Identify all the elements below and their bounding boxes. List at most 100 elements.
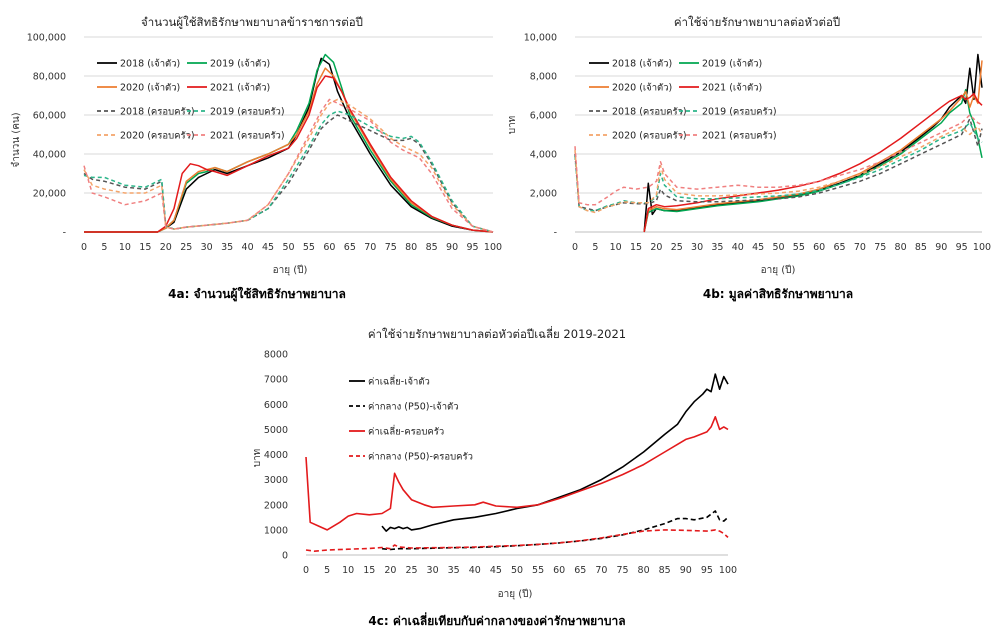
chart-4c-series-line bbox=[381, 510, 729, 551]
chart-4c-y-tick-label: 5000 bbox=[264, 425, 288, 436]
chart-4c-x-tick-label: 20 bbox=[384, 565, 396, 576]
chart-4b-x-tick-label: 95 bbox=[956, 242, 968, 253]
chart-4b-legend-label: 2019 (ครอบครัว) bbox=[702, 107, 777, 118]
chart-4c-x-tick-label: 40 bbox=[469, 565, 481, 576]
chart-4b-x-tick-label: 40 bbox=[732, 242, 744, 253]
chart-4c-x-axis-label: อายุ (ปี) bbox=[498, 588, 533, 600]
chart-4b-legend: 2018 (เจ้าตัว) 2019 (เจ้าตัว) 2020 (เจ้าตั… bbox=[589, 59, 777, 142]
chart-4a-x-tick-label: 30 bbox=[201, 242, 213, 253]
chart-4a-x-tick-label: 10 bbox=[119, 242, 131, 253]
chart-4c-x-tick-label: 45 bbox=[490, 565, 502, 576]
chart-4b-y-tick-label: 2,000 bbox=[530, 189, 557, 200]
chart-4b-x-tick-label: 100 bbox=[973, 242, 991, 253]
chart-4a-y-axis-label: จำนวน (คน) bbox=[11, 112, 22, 167]
chart-4a-legend-label: 2020 (เจ้าตัว) bbox=[120, 83, 180, 94]
chart-4a-x-tick-label: 40 bbox=[242, 242, 254, 253]
chart-4c-y-ticks: 0 1000 2000 3000 4000 5000 6000 7000 8000 bbox=[264, 350, 288, 562]
chart-4a-x-ticks: 0 5 10 15 20 25 30 35 40 45 50 55 60 65 70 75 80 85 90 95 10… bbox=[81, 242, 502, 253]
chart-4b-x-tick-label: 90 bbox=[935, 242, 947, 253]
chart-4b-legend-label: 2018 (ครอบครัว) bbox=[612, 107, 687, 118]
chart-4b-y-ticks: - 2,000 4,000 6,000 8,000 10,000 bbox=[524, 33, 557, 239]
chart-4b-x-tick-label: 35 bbox=[711, 242, 723, 253]
chart-4a-x-tick-label: 100 bbox=[484, 242, 502, 253]
chart-4c-legend-label: ค่าเฉลี่ย-ครอบครัว bbox=[368, 425, 444, 438]
chart-4c: ค่าใช้จ่ายรักษาพยาบาลต่อหัวต่อปีเฉลี่ย 2… bbox=[252, 326, 737, 628]
chart-4b-x-axis-label: อายุ (ปี) bbox=[761, 264, 796, 276]
chart-4a-y-tick-label: 60,000 bbox=[33, 111, 66, 122]
chart-4b-legend-label: 2021 (เจ้าตัว) bbox=[702, 83, 762, 94]
chart-4c-series-line bbox=[305, 529, 729, 553]
chart-4c-y-tick-label: 6000 bbox=[264, 400, 288, 411]
chart-4b-y-tick-label: 4,000 bbox=[530, 150, 557, 161]
chart-4c-x-tick-label: 85 bbox=[659, 565, 671, 576]
chart-4a-x-tick-label: 50 bbox=[282, 242, 294, 253]
chart-4b-x-tick-label: 5 bbox=[592, 242, 598, 253]
chart-4c-x-tick-label: 80 bbox=[638, 565, 650, 576]
chart-4c-x-tick-label: 70 bbox=[595, 565, 607, 576]
chart-4a-x-tick-label: 90 bbox=[446, 242, 458, 253]
chart-4b-y-axis-label: บาท bbox=[507, 116, 518, 135]
chart-4c-x-tick-label: 50 bbox=[511, 565, 523, 576]
chart-4a-series-line bbox=[84, 75, 494, 233]
chart-4b-x-tick-label: 45 bbox=[752, 242, 764, 253]
chart-4c-y-axis-label: บาท bbox=[252, 449, 263, 468]
chart-4b-series bbox=[574, 53, 983, 233]
chart-4b-x-tick-label: 10 bbox=[610, 242, 622, 253]
chart-4c-y-tick-label: 1000 bbox=[264, 525, 288, 536]
chart-4c-x-tick-label: 60 bbox=[553, 565, 565, 576]
chart-4a-x-tick-label: 60 bbox=[323, 242, 335, 253]
chart-4b-series-line bbox=[574, 114, 983, 206]
chart-4c-x-tick-label: 75 bbox=[616, 565, 628, 576]
chart-4a-series-line bbox=[83, 114, 494, 233]
chart-4b-x-tick-label: 25 bbox=[671, 242, 683, 253]
chart-4b-y-tick-label: 6,000 bbox=[530, 111, 557, 122]
chart-4a-series-line bbox=[83, 98, 494, 233]
chart-4c-y-tick-label: 8000 bbox=[264, 350, 288, 361]
chart-4a-legend-label: 2021 (ครอบครัว) bbox=[210, 131, 285, 142]
chart-4a-x-tick-label: 75 bbox=[385, 242, 397, 253]
chart-4a-x-tick-label: 95 bbox=[467, 242, 479, 253]
chart-4c-legend-label: ค่ากลาง (P50)-เจ้าตัว bbox=[368, 402, 459, 413]
chart-4c-x-tick-label: 100 bbox=[719, 565, 737, 576]
chart-4a-legend-label: 2018 (เจ้าตัว) bbox=[120, 59, 180, 70]
chart-4c-x-tick-label: 90 bbox=[680, 565, 692, 576]
chart-4a-x-tick-label: 70 bbox=[364, 242, 376, 253]
chart-4a-x-tick-label: 0 bbox=[81, 242, 87, 253]
chart-4c-series-line bbox=[381, 373, 729, 532]
chart-4b-y-tick-label: 10,000 bbox=[524, 33, 557, 44]
chart-4a-x-tick-label: 15 bbox=[139, 242, 151, 253]
chart-4a-legend-label: 2018 (ครอบครัว) bbox=[120, 107, 195, 118]
chart-4b-y-tick-label: - bbox=[554, 228, 557, 239]
chart-4c-y-tick-label: 0 bbox=[282, 551, 288, 562]
chart-4c-legend: ค่าเฉลี่ย-เจ้าตัวค่ากลาง (P50)-เจ้าตัวค่… bbox=[349, 375, 473, 463]
chart-4a-x-tick-label: 35 bbox=[221, 242, 233, 253]
chart-4a-y-tick-label: 100,000 bbox=[27, 33, 66, 44]
chart-4a-y-tick-label: 40,000 bbox=[33, 150, 66, 161]
chart-4a-x-tick-label: 25 bbox=[180, 242, 192, 253]
chart-4b-series-line bbox=[643, 92, 983, 233]
chart-4c-x-tick-label: 25 bbox=[405, 565, 417, 576]
chart-4a-x-tick-label: 5 bbox=[101, 242, 107, 253]
chart-4c-y-tick-label: 4000 bbox=[264, 450, 288, 461]
chart-4b-legend-label: 2021 (ครอบครัว) bbox=[702, 131, 777, 142]
chart-4c-series bbox=[305, 373, 729, 553]
chart-4a-y-tick-label: 80,000 bbox=[33, 72, 66, 83]
chart-4c-y-tick-label: 3000 bbox=[264, 475, 288, 486]
chart-4a-y-ticks: - 20,000 40,000 60,000 80,000 100,000 bbox=[27, 33, 66, 239]
chart-4a-y-tick-label: - bbox=[63, 228, 66, 239]
chart-4b-x-tick-label: 55 bbox=[793, 242, 805, 253]
chart-4a-x-tick-label: 85 bbox=[426, 242, 438, 253]
chart-4a-series-line bbox=[83, 98, 494, 233]
chart-4c-x-tick-label: 30 bbox=[427, 565, 439, 576]
chart-4b-legend-label: 2018 (เจ้าตัว) bbox=[612, 59, 672, 70]
chart-4b-series-line bbox=[574, 118, 983, 212]
chart-4a-series-line bbox=[84, 67, 494, 233]
chart-4b-x-tick-label: 15 bbox=[630, 242, 642, 253]
chart-4c-x-tick-label: 55 bbox=[532, 565, 544, 576]
chart-4b-title: ค่าใช้จ่ายรักษาพยาบาลต่อหัวต่อปี bbox=[674, 15, 840, 29]
chart-4a-x-tick-label: 80 bbox=[405, 242, 417, 253]
chart-4c-series-line bbox=[305, 415, 729, 531]
chart-4a-legend-label: 2020 (ครอบครัว) bbox=[120, 131, 195, 142]
chart-4b-x-tick-label: 85 bbox=[915, 242, 927, 253]
chart-4a-series bbox=[83, 53, 494, 233]
